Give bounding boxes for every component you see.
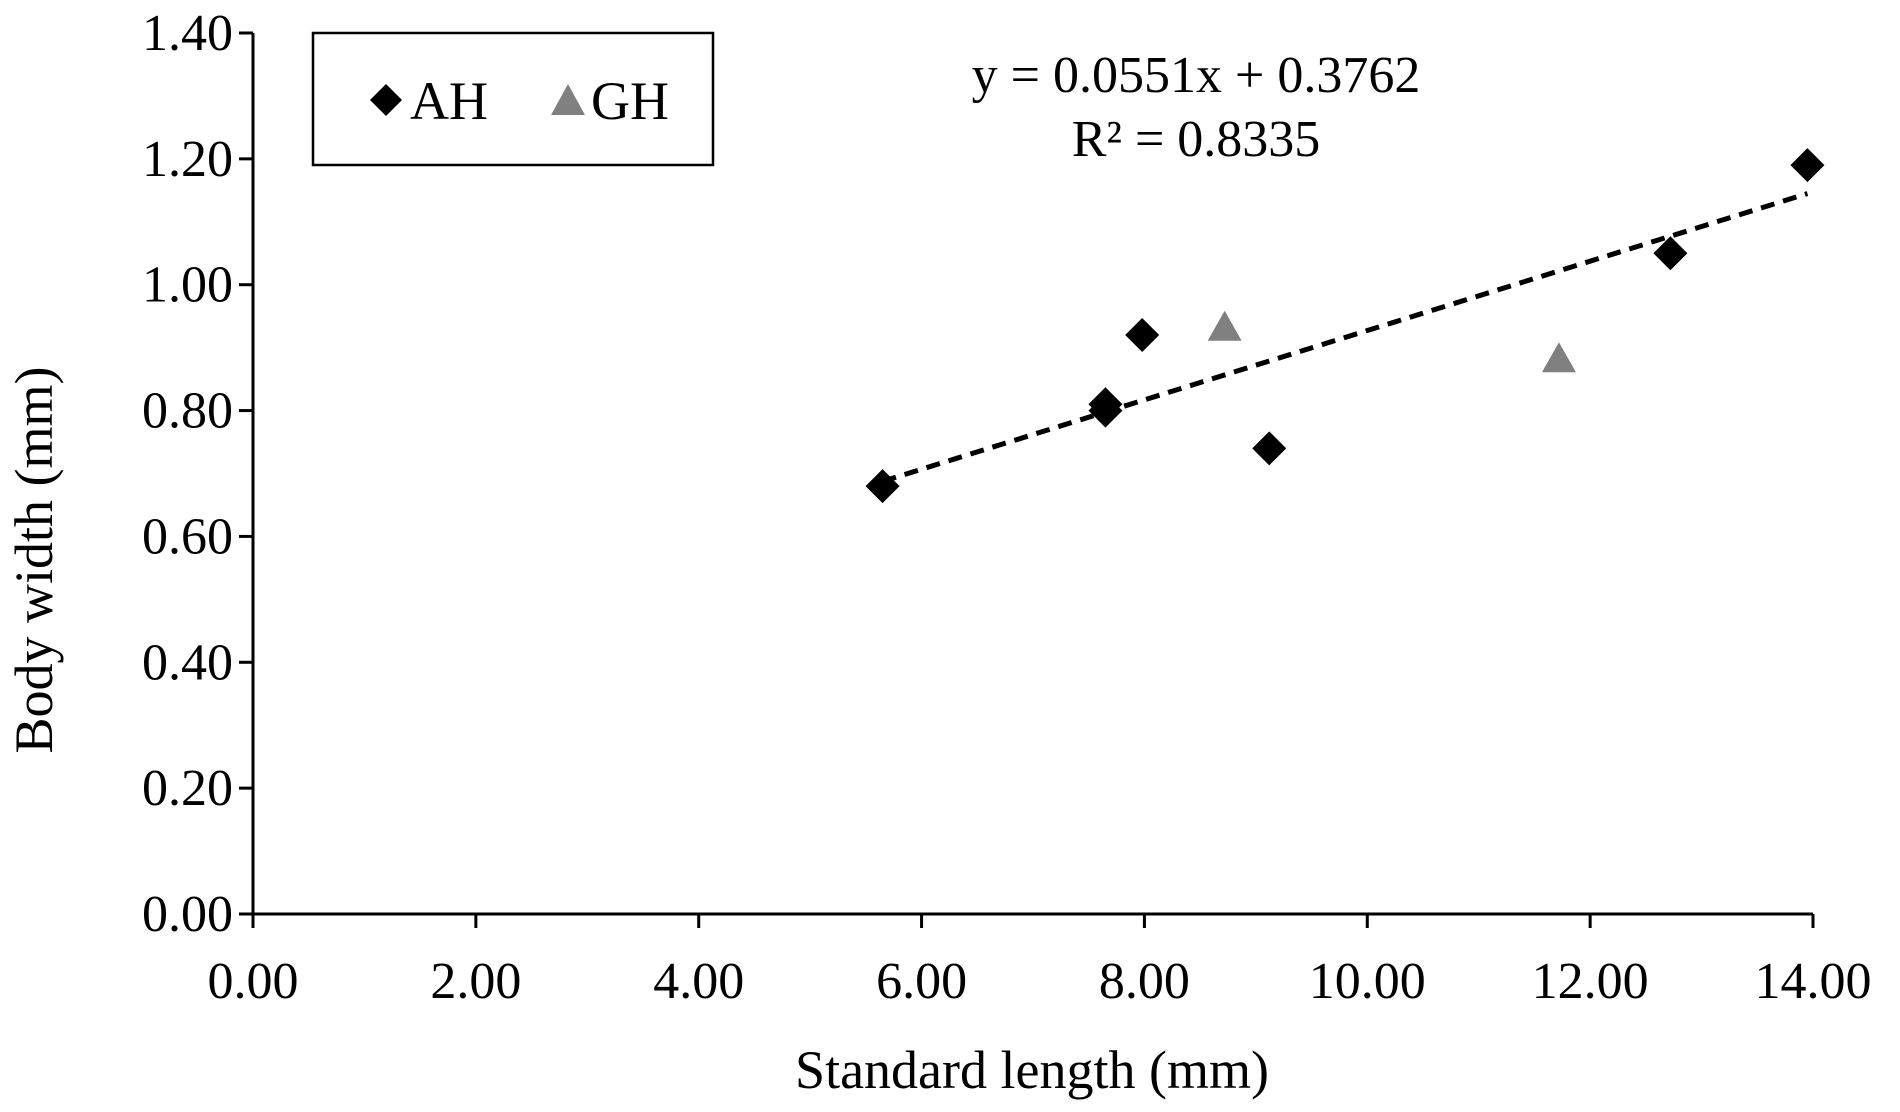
legend-ah-label: AH: [410, 71, 488, 131]
y-tick-label: 0.60: [142, 508, 233, 565]
legend: AH GH: [311, 31, 715, 167]
legend-ah-marker: [370, 84, 402, 116]
data-point-ah: [865, 469, 900, 504]
y-tick-label: 1.20: [142, 131, 233, 188]
data-point-ah: [1653, 236, 1688, 271]
r-squared-label: R² = 0.8335: [1072, 111, 1321, 168]
data-point-gh: [1207, 310, 1242, 341]
data-point-ah: [1790, 148, 1825, 183]
x-tick-label: 6.00: [876, 953, 967, 1010]
tick-labels: 0.00 0.20 0.40 0.60 0.80 1.00 1.20 1.40 0.00 2.00…: [142, 5, 1872, 1010]
x-tick-label: 14.00: [1755, 953, 1872, 1010]
y-tick-label: 1.00: [142, 257, 233, 314]
y-tick-label: 0.40: [142, 634, 233, 691]
data-point-gh: [1541, 342, 1576, 373]
x-tick-label: 0.00: [208, 953, 299, 1010]
x-tick-label: 8.00: [1099, 953, 1190, 1010]
y-tick-label: 0.00: [142, 886, 233, 943]
data-point-ah: [1125, 318, 1160, 353]
data-point-ah: [1088, 393, 1123, 428]
y-tick-label: 0.20: [142, 760, 233, 817]
y-tick-label: 1.40: [142, 5, 233, 62]
legend-gh-label: GH: [591, 71, 669, 131]
y-axis-title: Body width (mm): [4, 367, 64, 754]
x-tick-label: 12.00: [1532, 953, 1649, 1010]
x-axis-title: Standard length (mm): [795, 1040, 1269, 1100]
trendline: [881, 191, 1809, 484]
x-tick-label: 4.00: [653, 953, 744, 1010]
y-tick-label: 0.80: [142, 383, 233, 440]
trendline-group: [881, 191, 1809, 484]
axes: [239, 31, 1815, 928]
x-tick-label: 10.00: [1309, 953, 1426, 1010]
data-point-ah: [1252, 431, 1287, 466]
legend-gh-marker: [551, 84, 585, 115]
data-points: [865, 148, 1825, 504]
x-tick-label: 2.00: [430, 953, 521, 1010]
trendline-equation: y = 0.0551x + 0.3762: [972, 47, 1421, 104]
